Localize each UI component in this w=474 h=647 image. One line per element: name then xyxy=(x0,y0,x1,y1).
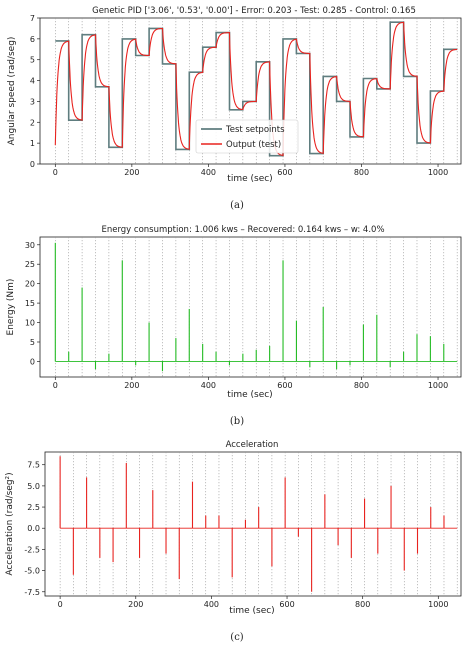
energy-plot-frame xyxy=(39,236,462,378)
x-tick-label: 1000 xyxy=(428,381,448,390)
x-tick-label: 600 xyxy=(277,381,292,390)
output-line xyxy=(54,21,458,157)
x-tick-label: 1000 xyxy=(428,600,448,609)
y-tick-label: 20 xyxy=(25,280,35,289)
speed-legend: Test setpoints Output (test) xyxy=(195,119,299,154)
y-tick-label: 0.0 xyxy=(27,524,40,533)
x-tick-label: 0 xyxy=(53,381,58,390)
speed-chart-panel: Genetic PID ['3.06', '0.53', '0.00'] - E… xyxy=(7,6,462,211)
x-tick-label: 1000 xyxy=(428,168,448,177)
y-tick-label: 2.5 xyxy=(27,503,40,512)
acceleration-y-axis-label: Acceleration (rad/seg²) xyxy=(5,472,15,575)
y-tick-label: 5 xyxy=(30,56,35,65)
speed-x-axis-label: time (sec) xyxy=(227,174,272,184)
acceleration-chart-title: Acceleration xyxy=(226,440,279,450)
caption-b: (b) xyxy=(230,416,244,427)
legend-setpoint-label: Test setpoints xyxy=(225,125,285,135)
x-tick-label: 0 xyxy=(53,168,58,177)
y-tick-label: 25 xyxy=(25,260,35,269)
speed-chart-title: Genetic PID ['3.06', '0.53', '0.00'] - E… xyxy=(92,6,416,16)
energy-axis-ticks: 0 200 400 600 800 1000 0 5 10 15 20 25 30 xyxy=(25,241,448,390)
y-tick-label: 5 xyxy=(30,338,35,347)
y-tick-label: -5.0 xyxy=(24,567,40,576)
energy-chart-title: Energy consumption: 1.006 kws – Recovere… xyxy=(101,225,384,235)
legend-output-label: Output (test) xyxy=(226,140,281,150)
energy-x-axis-label: time (sec) xyxy=(227,390,272,400)
x-tick-label: 200 xyxy=(124,381,139,390)
acceleration-axis-ticks: 0 200 400 600 800 1000 -7.5 -5.0 -2.5 0.0 2.5 5.0 7.… xyxy=(24,461,448,609)
y-tick-label: 10 xyxy=(25,319,35,328)
acceleration-x-axis-label: time (sec) xyxy=(229,606,274,616)
x-tick-label: 400 xyxy=(201,168,216,177)
x-tick-label: 800 xyxy=(354,168,369,177)
energy-y-axis-label: Energy (Nm) xyxy=(6,279,16,336)
speed-series xyxy=(54,21,458,157)
acceleration-plot-frame xyxy=(44,451,462,597)
x-tick-label: 200 xyxy=(124,168,139,177)
speed-y-axis-label: Angular speed (rad/seg) xyxy=(7,37,17,146)
y-tick-label: 0 xyxy=(30,160,35,169)
caption-a: (a) xyxy=(230,200,244,211)
y-tick-label: 15 xyxy=(25,299,35,308)
energy-series xyxy=(54,242,458,372)
x-tick-label: 600 xyxy=(279,600,294,609)
y-tick-label: -7.5 xyxy=(24,588,40,597)
y-tick-label: 3 xyxy=(30,97,35,106)
x-tick-label: 400 xyxy=(201,381,216,390)
speed-plot-frame xyxy=(39,17,462,165)
acceleration-chart-panel: Acceleration 0 200 400 600 800 1000 -7.5 -5.0 -2… xyxy=(5,440,462,643)
y-tick-label: 7 xyxy=(30,14,35,23)
x-tick-label: 600 xyxy=(277,168,292,177)
y-tick-label: 1 xyxy=(30,139,35,148)
y-tick-label: 6 xyxy=(30,35,35,44)
speed-axis-ticks: 0 200 400 600 800 1000 0 1 2 3 4 5 6 7 xyxy=(30,14,448,177)
y-tick-label: 5.0 xyxy=(27,482,40,491)
caption-c: (c) xyxy=(230,632,244,643)
x-tick-label: 800 xyxy=(355,600,370,609)
y-tick-label: 4 xyxy=(30,77,35,86)
energy-chart-panel: Energy consumption: 1.006 kws – Recovere… xyxy=(6,225,462,427)
x-tick-label: 0 xyxy=(58,600,63,609)
x-tick-label: 400 xyxy=(204,600,219,609)
acceleration-series xyxy=(59,456,458,592)
x-tick-label: 200 xyxy=(128,600,143,609)
y-tick-label: 0 xyxy=(30,357,35,366)
y-tick-label: 30 xyxy=(25,241,35,250)
x-tick-label: 800 xyxy=(354,381,369,390)
y-tick-label: -2.5 xyxy=(24,545,40,554)
y-tick-label: 7.5 xyxy=(27,461,40,470)
y-tick-label: 2 xyxy=(30,118,35,127)
